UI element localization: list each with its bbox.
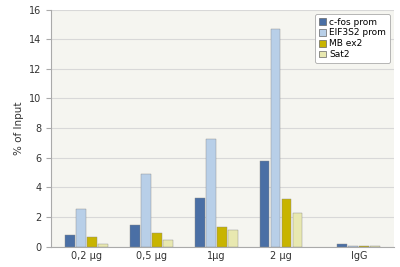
Bar — [130, 225, 140, 247]
Bar — [141, 174, 151, 247]
Bar — [360, 246, 369, 247]
Bar — [271, 29, 280, 247]
Bar — [370, 246, 380, 247]
Bar — [152, 233, 162, 247]
Y-axis label: % of Input: % of Input — [14, 101, 24, 155]
Legend: c-fos prom, EIF3S2 prom, MB ex2, Sat2: c-fos prom, EIF3S2 prom, MB ex2, Sat2 — [315, 14, 390, 63]
Bar — [76, 209, 86, 247]
Bar — [260, 161, 270, 247]
Bar — [228, 230, 238, 247]
Bar — [163, 240, 173, 247]
Bar — [88, 237, 97, 247]
Bar — [195, 198, 205, 247]
Bar — [217, 227, 227, 247]
Bar — [98, 244, 108, 247]
Bar — [66, 235, 75, 247]
Bar — [348, 246, 358, 247]
Bar — [282, 199, 292, 247]
Bar — [293, 213, 302, 247]
Bar — [338, 244, 347, 247]
Bar — [206, 139, 216, 247]
